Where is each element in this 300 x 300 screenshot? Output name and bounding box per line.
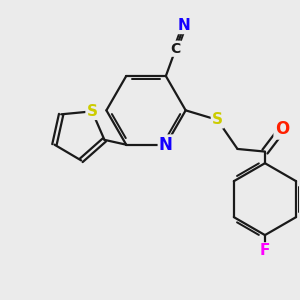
Text: F: F — [260, 243, 270, 258]
Text: C: C — [171, 42, 181, 56]
Text: S: S — [87, 104, 98, 119]
Text: N: N — [159, 136, 173, 154]
Text: N: N — [178, 18, 190, 33]
Text: S: S — [212, 112, 223, 128]
Text: O: O — [275, 120, 289, 138]
